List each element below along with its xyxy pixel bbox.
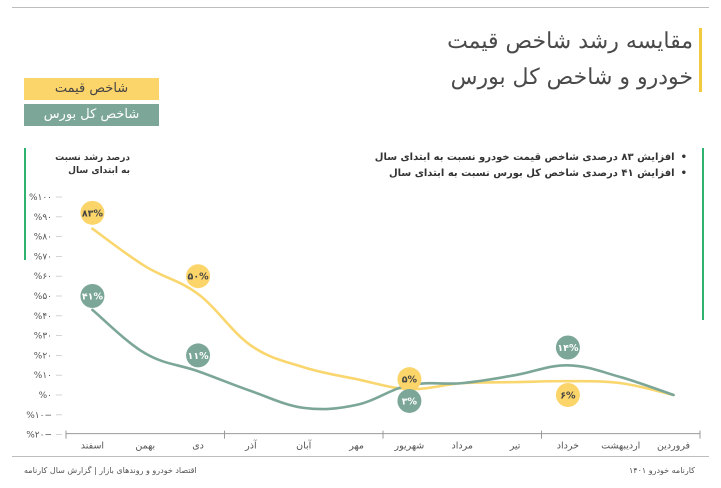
annotation-label: ۸۳% (82, 208, 104, 219)
note-car: افزایش ۸۳ درصدی شاخص قیمت خودرو نسبت به … (357, 150, 687, 166)
bourse-index-line (91, 308, 675, 411)
chart-title: مقایسه رشد شاخص قیمت خودرو و شاخص کل بور… (273, 24, 693, 96)
footer-left: اقتصاد خودرو و روندهای بازار | گزارش سال… (24, 466, 197, 475)
y-tick-label: %۷۰ (34, 252, 52, 262)
bourse-annotation-bubble (80, 284, 105, 308)
y-tick-label: %۵۰ (34, 292, 52, 302)
car-annotation-bubble (80, 200, 105, 225)
x-tick-label: شهریور (394, 441, 425, 452)
y-axis-label-line2: به ابتدای سال (68, 166, 130, 176)
top-frame-line (12, 7, 709, 8)
y-axis-label: درصد رشد نسبت به ابتدای سال (34, 152, 130, 178)
x-tick-label: بهمن (135, 441, 155, 452)
bourse-annotation-bubble (186, 343, 211, 368)
annotation-label: ۴۱% (82, 292, 104, 303)
y-tick-label: %۲۰− (26, 431, 52, 441)
chart-title-line2: خودرو و شاخص کل بورس (450, 65, 693, 90)
annotation-label: ۱۴% (557, 343, 579, 354)
left-accent-bar (24, 148, 26, 260)
legend-bourse: شاخص کل بورس (24, 104, 159, 126)
x-tick-label: فروردین (657, 441, 690, 452)
title-accent-bar (699, 28, 702, 92)
y-tick-label: %۶۰ (34, 272, 52, 282)
y-tick-label: %۱۰۰ (29, 193, 52, 203)
x-tick-label: آبان (296, 439, 312, 452)
x-tick-label: دی (192, 441, 204, 452)
note-bourse: افزایش ۴۱ درصدی شاخص کل بورس نسبت به ابت… (357, 166, 687, 182)
x-tick-label: خرداد (557, 441, 579, 452)
y-tick-label: %۳۰ (34, 332, 52, 342)
y-tick-label: %۴۰ (34, 312, 52, 322)
x-tick-label: اسفند (81, 441, 104, 452)
annotation-label: ۵% (402, 375, 418, 386)
chart-title-line1: مقایسه رشد شاخص قیمت (447, 29, 693, 54)
car-annotation-bubble (397, 367, 422, 392)
car-annotation-bubble (555, 383, 580, 407)
legend-car-price: شاخص قیمت (24, 78, 159, 100)
x-tick-label: تیر (509, 441, 521, 452)
y-tick-label: %۲۰ (34, 351, 52, 361)
x-tick-label: آذر (244, 439, 257, 452)
x-tick-label: اردیبهشت (601, 441, 640, 452)
y-tick-label: %۹۰ (34, 213, 52, 223)
car-annotation-bubble (186, 264, 211, 289)
bourse-annotation-bubble (555, 335, 580, 360)
annotation-label: ۱۱% (188, 351, 210, 362)
annotation-label: ۳% (402, 396, 418, 407)
annotation-label: ۵۰% (188, 272, 210, 283)
y-tick-label: %۰ (39, 391, 52, 401)
y-tick-label: %۱۰ (34, 371, 52, 381)
bourse-annotation-bubble (397, 388, 422, 413)
notes-list: افزایش ۸۳ درصدی شاخص قیمت خودرو نسبت به … (357, 150, 687, 182)
car-price-line (91, 227, 675, 397)
footer-right: کارنامه خودرو ۱۴۰۱ (629, 466, 695, 475)
y-tick-label: %۸۰ (34, 233, 52, 243)
y-tick-label: %۱۰− (26, 411, 52, 421)
y-axis-label-line1: درصد رشد نسبت (55, 153, 130, 163)
bottom-frame-line (12, 456, 709, 457)
right-accent-bar (702, 148, 704, 320)
x-tick-label: مرداد (452, 441, 473, 452)
annotation-label: ۶% (560, 391, 576, 402)
x-tick-label: مهر (348, 441, 364, 452)
